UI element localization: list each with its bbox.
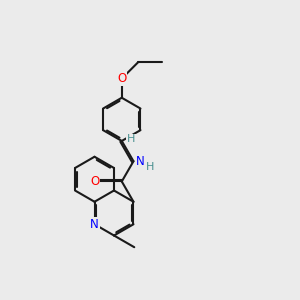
Text: H: H xyxy=(127,134,136,145)
Text: N: N xyxy=(90,218,99,231)
Text: H: H xyxy=(146,162,154,172)
Text: O: O xyxy=(90,175,99,188)
Text: O: O xyxy=(117,72,126,85)
Text: N: N xyxy=(136,155,145,168)
